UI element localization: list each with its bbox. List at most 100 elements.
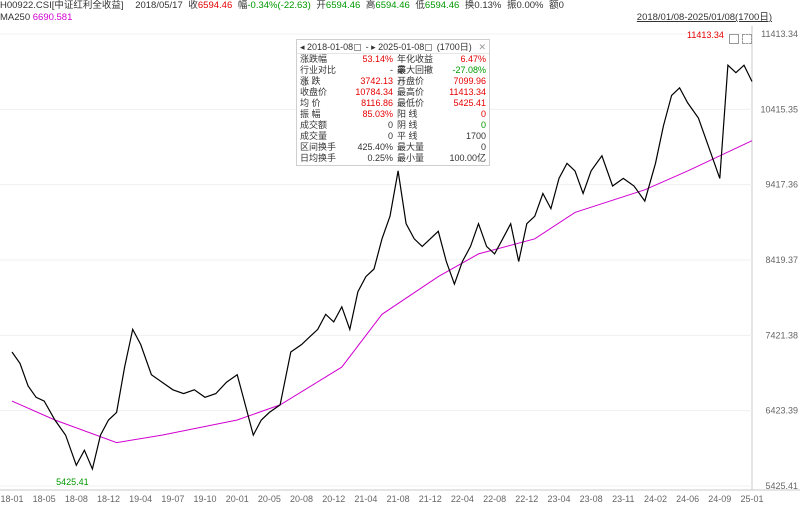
stat-label: 涨 跌 xyxy=(300,76,321,86)
tooltip-rows: 涨跌幅 53.14% 年化收益率 6.47% 行业对比? - 最大回撤? -27.08% 涨 跌… xyxy=(297,54,489,164)
open-value: 6594.46 xyxy=(325,0,361,11)
stat-label: 振 幅 xyxy=(300,109,321,119)
y-tick-label: 8419.37 xyxy=(765,255,798,265)
x-tick-label: 25-01 xyxy=(740,494,763,504)
stat-label: 日均换手 xyxy=(300,153,337,163)
restore-icon[interactable] xyxy=(742,34,752,44)
stat-label: 均 价 xyxy=(300,98,321,108)
end-date[interactable]: 2025-01-08 xyxy=(378,42,425,52)
calendar-icon[interactable] xyxy=(354,44,362,51)
open-label: 开 xyxy=(316,0,326,11)
security-name: [中证红利全收益] xyxy=(51,0,124,11)
tooltip-row: 振 幅 85.03% 阳 线 0 xyxy=(297,109,489,120)
x-tick-label: 20-08 xyxy=(290,494,313,504)
x-tick-label: 24-09 xyxy=(708,494,731,504)
price-line xyxy=(11,63,753,471)
stat-label: 成交额 xyxy=(300,120,328,130)
x-tick-label: 18-12 xyxy=(97,494,120,504)
price-chart[interactable]: 11413.34 10415.35 9417.36 8419.37 7421.38 642… xyxy=(0,26,800,507)
stat-label: 阴 线 xyxy=(396,120,418,130)
amount-label: 额 xyxy=(549,0,559,11)
stat-label: 阳 线 xyxy=(396,109,418,119)
x-tick-label: 24-06 xyxy=(676,494,699,504)
x-tick-label: 20-12 xyxy=(322,494,345,504)
x-tick-label: 21-08 xyxy=(387,494,410,504)
stat-label: 行业对比? xyxy=(300,65,337,86)
help-icon[interactable]: ? xyxy=(301,79,308,86)
stat-value: 53.14% xyxy=(362,54,393,64)
calendar-icon[interactable] xyxy=(425,44,433,51)
tooltip-row: 涨跌幅 53.14% 年化收益率 6.47% xyxy=(297,54,489,75)
security-code[interactable]: H00922.CSI xyxy=(0,0,52,11)
turnover-label: 换 xyxy=(464,0,475,11)
x-tick-label: 23-08 xyxy=(580,494,603,504)
stat-value: 425.40% xyxy=(357,142,393,152)
tooltip-row: 均 价 8116.86 最低价 5425.41 xyxy=(297,98,489,109)
stat-label: 最小量 xyxy=(396,153,424,163)
stat-value: 0 xyxy=(387,120,393,130)
tooltip-row: 涨 跌 3742.13 开盘价 7099.96 xyxy=(297,76,489,87)
maximize-icon[interactable] xyxy=(729,34,739,44)
stat-label: 平 线 xyxy=(396,131,418,141)
tooltip-row: 收盘价 10784.34 最高价 11413.34 xyxy=(297,87,489,98)
stat-label: 区间换手 xyxy=(300,142,337,152)
stat-label: 最大回撤? xyxy=(396,65,433,86)
high-label: 高 xyxy=(365,0,376,11)
stat-value: -27.08% xyxy=(452,65,486,75)
quote-header: H00922.CSI[中证红利全收益] 2018/05/17 收6594.46 … xyxy=(0,0,800,11)
tooltip-row: 成交量 0 平 线 1700 xyxy=(297,131,489,142)
stat-label: 涨跌幅 xyxy=(300,54,328,64)
date-range-link[interactable]: 2018/01/08-2025/01/08(1700日) xyxy=(636,12,772,23)
turnover-value: 0.13% xyxy=(474,0,502,11)
stat-label: 最大量 xyxy=(396,142,424,152)
stat-value: 85.03% xyxy=(362,109,393,119)
stat-value: 1700 xyxy=(465,131,486,141)
max-price-label: 11413.34 xyxy=(687,30,724,40)
tooltip-row: 区间换手 425.40% 最大量 0 xyxy=(297,142,489,153)
x-tick-label: 20-01 xyxy=(226,494,249,504)
caret-left-icon[interactable]: ◂ xyxy=(300,42,305,52)
stat-value: 3742.13 xyxy=(360,76,393,86)
y-tick-label: 11413.34 xyxy=(761,29,798,39)
tooltip-header: ◂ 2018-01-08 - ▸ 2025-01-08 (1700日) ✕ xyxy=(297,40,489,54)
x-tick-label: 19-07 xyxy=(161,494,184,504)
x-tick-label: 18-08 xyxy=(65,494,88,504)
stat-value: 11413.34 xyxy=(449,87,486,97)
change-label: 幅 xyxy=(237,0,248,11)
x-tick-label: 24-02 xyxy=(644,494,667,504)
day-count: (1700日) xyxy=(436,42,472,52)
x-tick-label: 22-08 xyxy=(483,494,506,504)
close-label: 收 xyxy=(188,0,198,11)
help-icon[interactable]: ? xyxy=(397,79,405,86)
stat-value: 0.25% xyxy=(367,153,393,163)
range-stats-tooltip: ◂ 2018-01-08 - ▸ 2025-01-08 (1700日) ✕ 涨跌… xyxy=(296,39,490,166)
stat-value: 0 xyxy=(480,142,486,152)
ma250-line xyxy=(11,140,753,444)
x-tick-label: 19-10 xyxy=(194,494,217,504)
x-tick-label: 18-01 xyxy=(0,494,23,504)
x-tick-label: 21-12 xyxy=(419,494,442,504)
y-tick-label: 10415.35 xyxy=(760,104,798,114)
x-tick-label: 23-11 xyxy=(612,494,634,504)
close-icon[interactable]: ✕ xyxy=(478,42,486,52)
stat-value: - xyxy=(389,65,393,75)
ma-value: 6690.581 xyxy=(32,12,73,23)
x-tick-label: 20-05 xyxy=(258,494,281,504)
x-tick-label: 23-04 xyxy=(547,494,570,504)
x-tick-label: 22-04 xyxy=(451,494,474,504)
high-value: 6594.46 xyxy=(375,0,410,11)
min-price-label: 5425.41 xyxy=(56,477,89,487)
x-tick-label: 18-05 xyxy=(33,494,56,504)
tooltip-row: 行业对比? - 最大回撤? -27.08% xyxy=(297,65,489,86)
stat-value: 0 xyxy=(480,120,486,130)
stat-value: 8116.86 xyxy=(361,98,393,108)
stat-value: 6.47% xyxy=(460,54,486,64)
x-tick-label: 22-12 xyxy=(515,494,538,504)
start-date[interactable]: 2018-01-08 xyxy=(307,42,354,52)
stat-label: 收盘价 xyxy=(300,87,328,97)
caret-right-icon[interactable]: ▸ xyxy=(371,42,376,52)
ma-legend: MA250 6690.581 xyxy=(0,12,72,23)
y-tick-label: 7421.38 xyxy=(765,330,798,340)
amplitude-label: 振 xyxy=(507,0,517,11)
